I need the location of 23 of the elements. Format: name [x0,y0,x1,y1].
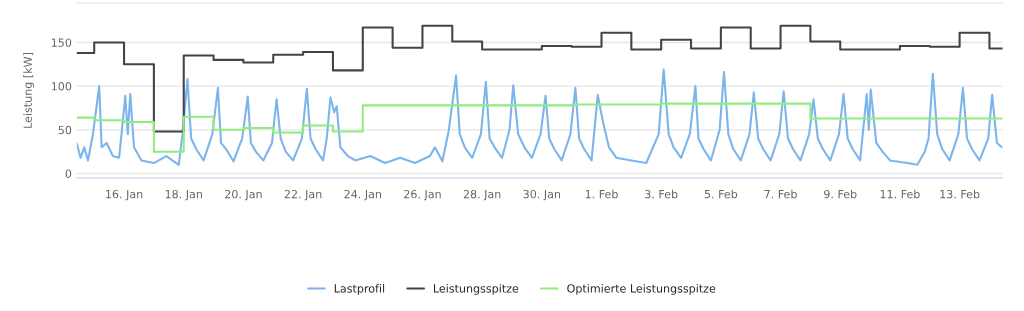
x-tick-label: 20. Jan [225,189,262,201]
y-tick-label: 0 [65,169,72,178]
x-tick-label: 26. Jan [404,189,441,201]
x-tick-label: 11. Feb [880,189,920,199]
x-tick-label: 24. Jan [344,189,381,201]
x-tick-label: 7. Feb [764,189,797,199]
x-tick-label: 28. Jan [463,189,501,201]
y-axis-title: Leistung [kW] [23,53,35,128]
x-tick-label: 16. Jan [106,189,143,201]
x-tick-label: 18. Jan [165,189,202,201]
y-tick-label: 100 [51,82,72,91]
x-tick-label: 5. Feb [704,189,738,199]
legend-label: Lastprofil [334,284,385,295]
x-tick-label: 9. Feb [824,189,857,199]
x-tick-label: 1. Feb [585,189,618,199]
x-tick-label: 22. Jan [284,189,322,201]
x-tick-label: 30. Jan [523,189,561,201]
legend-label: Optimierte Leistungsspitze [567,284,716,295]
legend-label: Leistungsspitze [433,284,519,295]
x-tick-label: 13. Feb [940,189,980,199]
y-tick-label: 150 [51,38,72,47]
x-tick-label: 3. Feb [645,189,678,199]
y-tick-label: 50 [58,125,72,135]
